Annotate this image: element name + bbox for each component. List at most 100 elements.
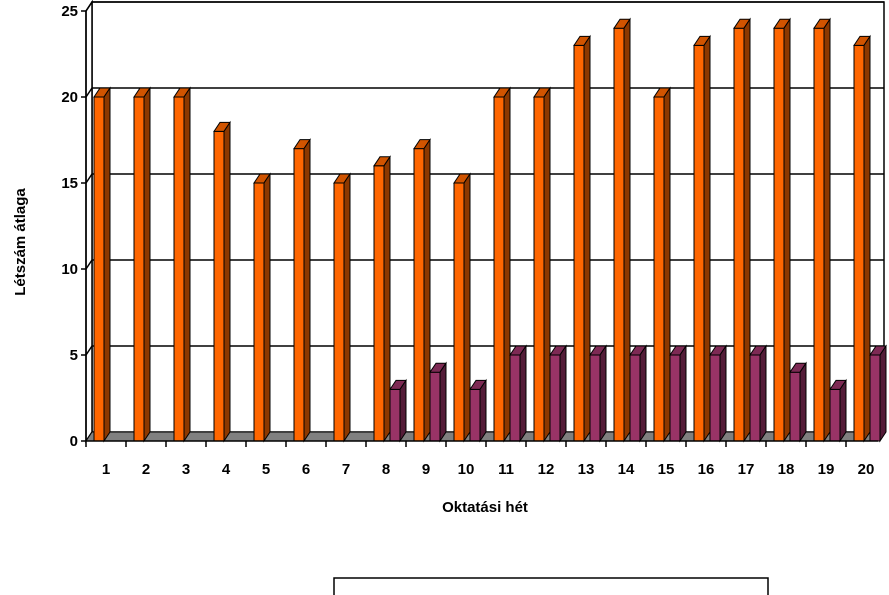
bar-fo-8 [373,155,391,443]
bar-fo-12-side [543,86,551,443]
gridline-side [85,173,93,184]
bar-vezetesi-9-front [429,371,441,442]
y-axis: 0 5 10 15 20 25 [61,3,87,450]
bar-vezetesi-8-side [399,378,407,443]
bar-vezetesi-13-front [589,354,601,442]
bar-vezetesi-18 [789,361,807,443]
bar-fo-20-front [853,44,865,442]
bar-vezetesi-9 [429,361,447,443]
x-tick-label: 19 [818,461,835,478]
bar-fo-14 [613,17,631,443]
x-tick-label: 3 [182,461,190,478]
bar-fo-4-front [213,130,225,442]
bar-fo-10-front [453,182,465,442]
bar-vezetesi-19 [829,378,847,443]
bar-fo-14-side [623,17,631,443]
bar-fo-9 [413,137,431,443]
bar-fo-17-front [733,27,745,442]
bar-fo-15 [653,86,671,443]
gridline-side [85,87,93,98]
bar-vezetesi-8 [389,378,407,443]
bar-fo-4 [213,120,231,443]
bar-vezetesi-20 [869,344,887,443]
bar-fo-16-front [693,44,705,442]
bar-vezetesi-17-side [759,344,767,443]
legend-label: vezetési gyakorlat [548,593,677,595]
bar-fo-15-side [663,86,671,443]
x-tick-label: 2 [142,461,150,478]
bar-fo-18-front [773,27,785,442]
bar-fo-10 [453,172,471,443]
bar-vezetesi-20-side [879,344,887,443]
bar-vezetesi-11-front [509,354,521,442]
bar-fo-5-front [253,182,265,442]
bar-fo-13-front [573,44,585,442]
bar-vezetesi-18-side [799,361,807,443]
bar-vezetesi-13 [589,344,607,443]
bar-vezetesi-12 [549,344,567,443]
y-tick-label: 20 [61,89,78,106]
bar-fo-3 [173,86,191,443]
bar-fo-3-front [173,96,185,442]
gridline-side [85,1,93,12]
x-tick-label: 6 [302,461,310,478]
bar-fo-14-front [613,27,625,442]
bar-fo-16 [693,34,711,443]
y-tick-label: 15 [61,175,78,192]
bar-vezetesi-10-side [479,378,487,443]
bar-fo-8-side [383,155,391,443]
x-tick-label: 7 [342,461,350,478]
bar-fo-9-front [413,148,425,442]
bar-fo-6-front [293,148,305,442]
bar-fo-2 [133,86,151,443]
bar-fo-11 [493,86,511,443]
y-tick-label: 5 [70,347,78,364]
bar-vezetesi-11-side [519,344,527,443]
bar-fo-6-side [303,137,311,443]
bar-fo-16-side [703,34,711,443]
x-tick-label: 5 [262,461,270,478]
bar-fo-19-front [813,27,825,442]
bar-fo-7-front [333,182,345,442]
side-wall [85,0,93,444]
bar-fo-2-front [133,96,145,442]
x-tick-label: 8 [382,461,390,478]
bar-vezetesi-15 [669,344,687,443]
bar-fo-17-side [743,17,751,443]
bar-fo-5 [253,172,271,443]
bar-fo-1-front [93,96,105,442]
bar-fo-13 [573,34,591,443]
bar-fo-20-side [863,34,871,443]
bar-vezetesi-20-front [869,354,881,442]
x-tick-label: 1 [102,461,110,478]
x-tick-label: 4 [222,461,231,478]
x-tick-label: 9 [422,461,430,478]
x-tick-label: 20 [858,461,875,478]
bar-vezetesi-17-front [749,354,761,442]
y-tick-label: 10 [61,261,78,278]
legend-box [333,577,769,595]
bar-vezetesi-16-side [719,344,727,443]
bar-vezetesi-19-side [839,378,847,443]
bar-vezetesi-15-side [679,344,687,443]
bar-fo-18 [773,17,791,443]
bar-fo-18-side [783,17,791,443]
bar-vezetesi-13-side [599,344,607,443]
bar-vezetesi-15-front [669,354,681,442]
legend: fő vezetési gyakorlat [333,577,769,595]
legend-label: fő [398,593,412,595]
y-axis-title: Létszám átlaga [12,188,29,296]
bar-fo-6 [293,137,311,443]
bar-fo-2-side [143,86,151,443]
bar-fo-12 [533,86,551,443]
bar-vezetesi-14 [629,344,647,443]
x-tick-label: 12 [538,461,555,478]
bar-fo-3-side [183,86,191,443]
bar-vezetesi-10-front [469,388,481,442]
bar-fo-9-side [423,137,431,443]
bar-vezetesi-8-front [389,388,401,442]
x-axis: 1 2 3 4 5 6 7 8 9 10 11 12 13 14 15 16 17 18 19 20 [85,440,878,478]
bar-fo-20 [853,34,871,443]
bar-fo-8-front [373,165,385,442]
